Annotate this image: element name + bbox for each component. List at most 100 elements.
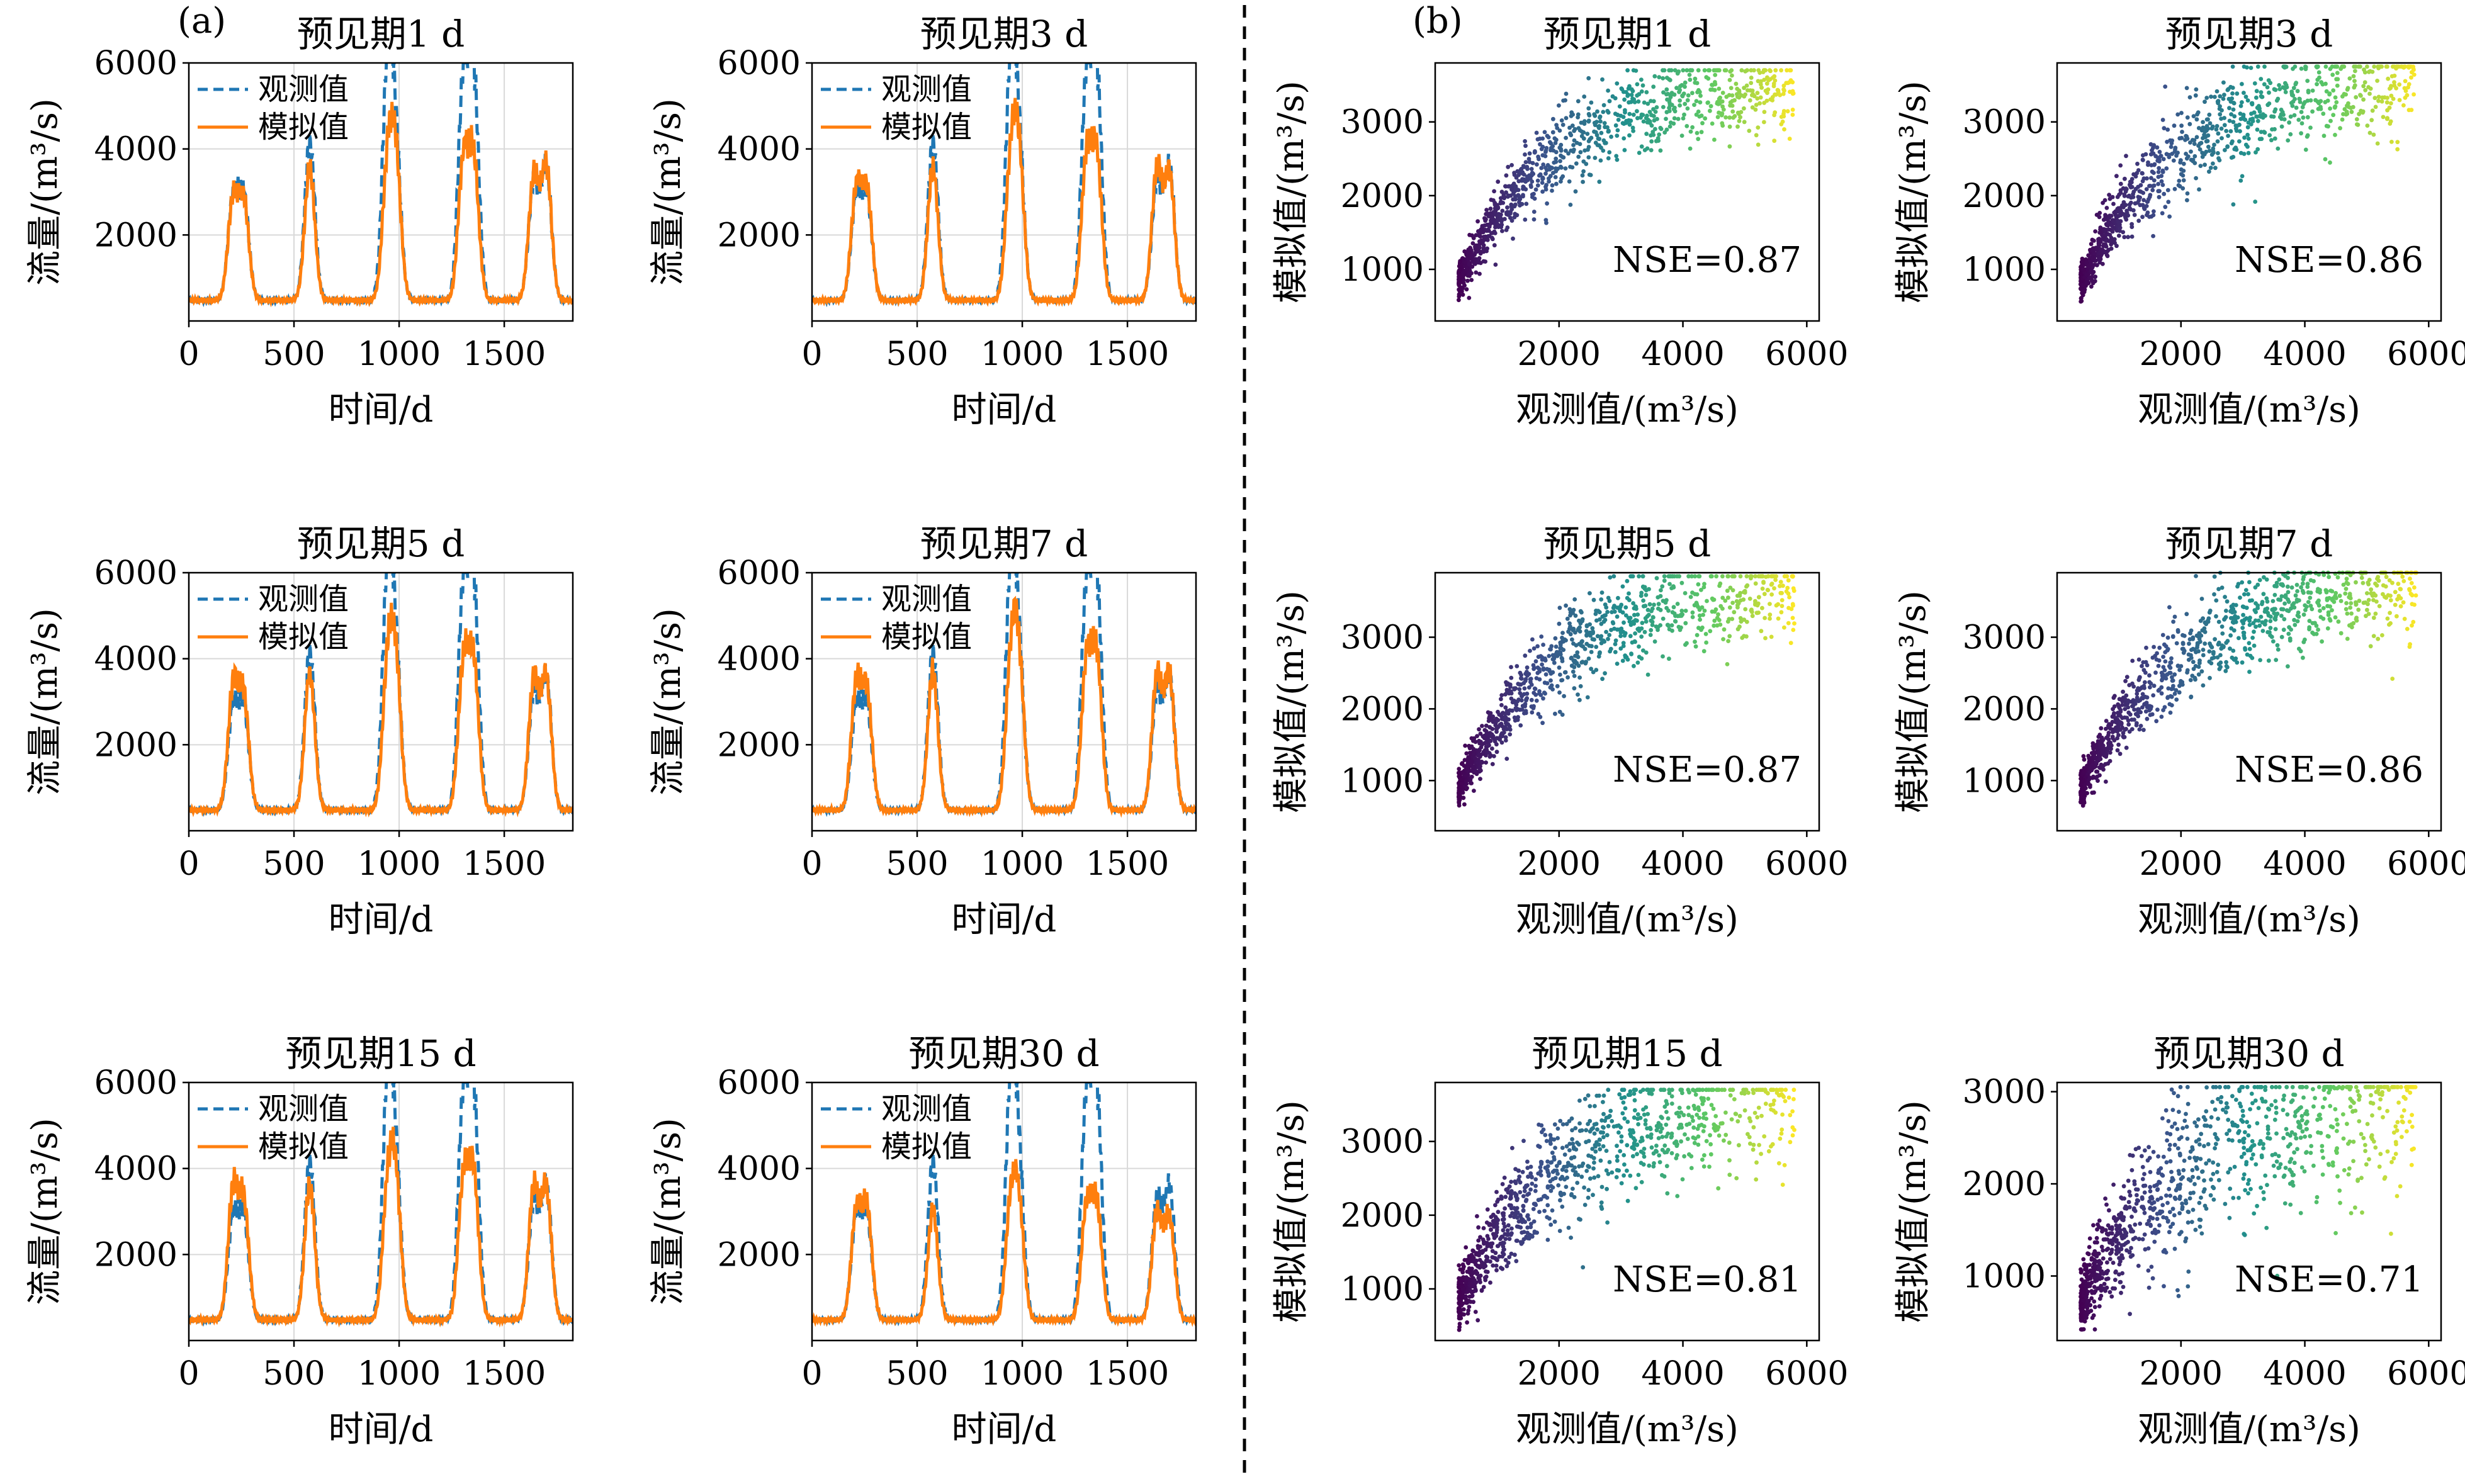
- scatter-point: [2157, 645, 2162, 650]
- scatter-point: [1678, 98, 1683, 103]
- scatter-point: [1654, 624, 1659, 629]
- scatter-point: [2273, 107, 2278, 112]
- scatter-point: [1553, 711, 1557, 716]
- legend-label-observed: 观测值: [881, 582, 972, 617]
- scatter-point: [2247, 646, 2252, 651]
- scatter-point: [2260, 629, 2265, 633]
- scatter-point: [1457, 292, 1462, 297]
- scatter-point: [1481, 1226, 1486, 1230]
- scatter-point: [2117, 223, 2122, 227]
- scatter-point: [1706, 100, 1710, 105]
- scatter-point: [2084, 281, 2089, 286]
- scatter-point: [1571, 112, 1576, 117]
- scatter-point: [1584, 1169, 1589, 1173]
- scatter-point: [2350, 625, 2354, 629]
- scatter-point: [1717, 583, 1722, 588]
- scatter-point: [2162, 642, 2167, 647]
- scatter-point: [2215, 139, 2220, 144]
- scatter-point: [1788, 78, 1793, 82]
- scatter-point: [1559, 142, 1564, 147]
- scatter-point: [2250, 102, 2255, 107]
- scatter-point: [2138, 195, 2143, 200]
- axes-frame: [188, 1081, 574, 1342]
- scatter-point: [2169, 694, 2174, 699]
- scatter-point: [2385, 96, 2389, 100]
- scatter-point: [2371, 591, 2376, 596]
- scatter-point: [2179, 111, 2184, 115]
- scatter-point: [1735, 593, 1740, 598]
- scatter-point: [2240, 660, 2245, 665]
- scatter-point: [2228, 129, 2233, 133]
- scatter-point: [2208, 166, 2213, 170]
- scatter-point: [2318, 609, 2322, 613]
- scatter-point: [1458, 287, 1462, 292]
- scatter-point: [2126, 722, 2131, 727]
- scatter-point: [2203, 162, 2208, 167]
- scatter-point: [2131, 208, 2136, 213]
- scatter-point: [1485, 1207, 1490, 1212]
- scatter-point: [2258, 658, 2263, 663]
- scatter-point: [1627, 619, 1632, 624]
- scatter-point: [1735, 605, 1740, 610]
- scatter-point: [1780, 1112, 1785, 1117]
- scatter-point: [1776, 1161, 1781, 1166]
- scatter-point: [2108, 750, 2112, 755]
- scatter-point: [1513, 211, 1518, 216]
- scatter-point: [2152, 183, 2157, 188]
- scatter-point: [2229, 155, 2234, 160]
- y-tick-label: 6000: [718, 1064, 801, 1102]
- scatter-point: [2366, 580, 2371, 585]
- scatter-point: [1786, 578, 1791, 583]
- scatter-point: [2179, 680, 2183, 685]
- scatter-point: [1577, 128, 1582, 133]
- scatter-point: [1609, 134, 1614, 139]
- scatter-point: [2317, 75, 2321, 80]
- scatter-point: [1623, 605, 1628, 610]
- scatter-point: [1501, 1217, 1506, 1222]
- scatter-point: [1458, 1267, 1463, 1272]
- y-axis-label: 模拟值/(m³/s): [1893, 590, 1934, 813]
- scatter-point: [1632, 639, 1637, 644]
- scatter-point: [2284, 82, 2289, 87]
- scatter-point: [2333, 95, 2338, 100]
- scatter-point: [2253, 200, 2258, 204]
- scatter-point: [1482, 1262, 1487, 1267]
- scatter-point: [1715, 616, 1720, 621]
- scatter-point: [1470, 241, 1475, 245]
- scatter-point: [1550, 1169, 1555, 1174]
- scatter-point: [1729, 1117, 1734, 1121]
- y-tick-label: 4000: [718, 1150, 801, 1188]
- scatter-point: [2143, 670, 2148, 675]
- scatter-point: [1658, 125, 1663, 130]
- y-tick-label: 2000: [1963, 177, 2046, 215]
- scatter-point: [2295, 613, 2300, 618]
- scatter-point: [2375, 576, 2379, 581]
- y-axis-label: 流量/(m³/s): [648, 608, 689, 795]
- y-axis-label: 流量/(m³/s): [648, 98, 689, 286]
- scatter-point: [1577, 675, 1582, 680]
- scatter-point: [1562, 1191, 1567, 1196]
- scatter-point: [2145, 716, 2150, 721]
- scatter-point: [1680, 1091, 1684, 1096]
- scatter-point: [2407, 587, 2411, 592]
- x-tick-label: 1000: [981, 335, 1064, 373]
- scatter-point: [2123, 702, 2128, 707]
- scatter-point: [1635, 612, 1640, 617]
- scatter-point: [2294, 583, 2299, 587]
- scatter-point: [1692, 603, 1697, 608]
- scatter-point: [1512, 171, 1517, 176]
- scatter-point: [2408, 642, 2413, 646]
- scatter-point: [2223, 148, 2227, 152]
- scatter-point: [2286, 609, 2291, 614]
- scatter-point: [1718, 604, 1723, 609]
- scatter-point: [1518, 707, 1523, 712]
- scatter-point: [1532, 196, 1537, 201]
- x-tick-label: 4000: [1641, 335, 1724, 373]
- scatter-point: [1469, 278, 1474, 283]
- scatter-point: [2272, 593, 2277, 597]
- scatter-point: [2293, 64, 2298, 69]
- scatter-point: [2129, 180, 2134, 185]
- y-axis-label: 模拟值/(m³/s): [1271, 590, 1312, 813]
